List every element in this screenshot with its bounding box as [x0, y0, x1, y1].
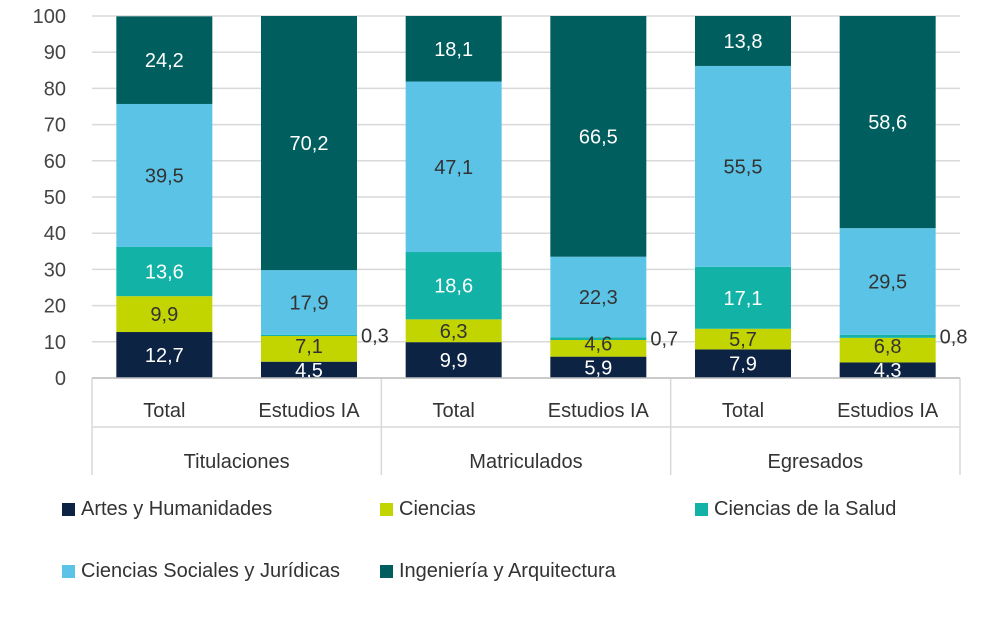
data-label: 0,3	[361, 325, 389, 347]
bar-segment	[695, 266, 791, 329]
legend-item-ingenieria: Ingeniería y Arquitectura	[380, 560, 616, 583]
y-tick-label: 80	[44, 78, 66, 100]
data-label: 6,3	[440, 321, 468, 343]
bar-segment	[261, 336, 357, 362]
data-label: 5,7	[729, 329, 757, 351]
bar-segment	[405, 16, 502, 82]
bar-segment	[116, 103, 213, 247]
stacked-bar-chart: 0 10 20 30 40 50 60 70 80 90 100 Titulaciones Total 1…	[33, 6, 968, 475]
group-label: Titulaciones	[184, 451, 290, 473]
data-label: 4,5	[295, 360, 323, 382]
bar-segment	[695, 65, 791, 267]
category-label: Estudios IA	[548, 400, 650, 422]
legend-label: Ciencias Sociales y Jurídicas	[81, 560, 340, 582]
group-label: Egresados	[768, 451, 864, 473]
bar-segment	[695, 349, 791, 378]
legend-item-ciencias: Ciencias	[380, 498, 476, 521]
data-label: 24,2	[145, 50, 184, 72]
data-label: 18,6	[434, 276, 473, 298]
bar-segment	[405, 319, 502, 343]
bar-segment	[405, 342, 502, 378]
bar-segment	[261, 361, 357, 378]
legend-label: Artes y Humanidades	[81, 498, 273, 520]
legend-label: Ciencias	[399, 498, 476, 520]
data-label: 12,7	[145, 345, 184, 367]
bar-segment	[116, 246, 213, 297]
bar-segment	[405, 81, 502, 253]
category-label: Estudios IA	[837, 400, 939, 422]
bar-segment	[839, 362, 936, 378]
data-label: 7,1	[295, 336, 323, 358]
y-tick-label: 100	[33, 6, 66, 28]
bar-segment	[550, 16, 647, 257]
data-label: 9,9	[150, 304, 178, 326]
legend-swatch	[62, 503, 75, 516]
bar-segment	[695, 328, 791, 350]
y-tick-label: 50	[44, 187, 66, 209]
bar-segment	[405, 252, 502, 320]
category-label: Total	[143, 400, 185, 422]
y-tick-label: 30	[44, 259, 66, 281]
bar-segment	[839, 334, 936, 338]
group-label: Matriculados	[469, 451, 582, 473]
data-label: 18,1	[434, 39, 473, 61]
data-label: 4,6	[584, 333, 612, 355]
legend-item-salud: Ciencias de la Salud	[695, 498, 896, 521]
data-label: 47,1	[434, 157, 473, 179]
bar-segment	[261, 270, 357, 335]
data-label: 4,3	[874, 360, 902, 382]
y-tick-label: 10	[44, 332, 66, 354]
bar-segment	[261, 16, 357, 271]
bar-segment	[261, 334, 357, 337]
y-tick-label: 70	[44, 115, 66, 137]
bar-segment	[550, 339, 647, 357]
bar-segment	[116, 332, 213, 378]
data-label: 58,6	[868, 112, 907, 134]
legend-swatch	[62, 565, 75, 578]
bar-segment	[550, 337, 647, 340]
data-label: 29,5	[868, 272, 907, 294]
legend-swatch	[695, 503, 708, 516]
data-label: 22,3	[579, 287, 618, 309]
category-label: Estudios IA	[258, 400, 360, 422]
data-label: 13,6	[145, 262, 184, 284]
bar-segment	[116, 296, 213, 333]
y-tick-label: 90	[44, 42, 66, 64]
data-label: 55,5	[724, 156, 763, 178]
bar-segment	[839, 16, 936, 229]
y-tick-label: 20	[44, 296, 66, 318]
data-label: 7,9	[729, 354, 757, 376]
bar-segment	[839, 228, 936, 335]
legend-swatch	[380, 565, 393, 578]
legend-item-artes: Artes y Humanidades	[62, 498, 272, 521]
category-label: Total	[722, 400, 764, 422]
data-label: 9,9	[440, 350, 468, 372]
bar-segment	[839, 337, 936, 363]
data-label: 0,8	[940, 326, 968, 348]
category-label: Total	[433, 400, 475, 422]
data-label: 5,9	[584, 357, 612, 379]
data-label: 17,1	[724, 288, 763, 310]
data-label: 70,2	[290, 133, 329, 155]
data-label: 17,9	[290, 293, 329, 315]
y-tick-label: 40	[44, 223, 66, 245]
data-label: 39,5	[145, 165, 184, 187]
data-label: 0,7	[650, 329, 678, 351]
legend-label: Ciencias de la Salud	[714, 498, 897, 520]
bar-segment	[550, 356, 647, 378]
legend-swatch	[380, 503, 393, 516]
data-label: 6,8	[874, 336, 902, 358]
bar-segment	[116, 16, 213, 104]
legend-label: Ingeniería y Arquitectura	[399, 560, 616, 582]
data-label: 66,5	[579, 126, 618, 148]
y-tick-label: 0	[55, 368, 66, 390]
bar-segment	[550, 256, 647, 338]
legend-item-sociales: Ciencias Sociales y Jurídicas	[62, 560, 340, 583]
bar-segment	[695, 16, 791, 66]
y-tick-label: 60	[44, 151, 66, 173]
data-label: 13,8	[724, 31, 763, 53]
